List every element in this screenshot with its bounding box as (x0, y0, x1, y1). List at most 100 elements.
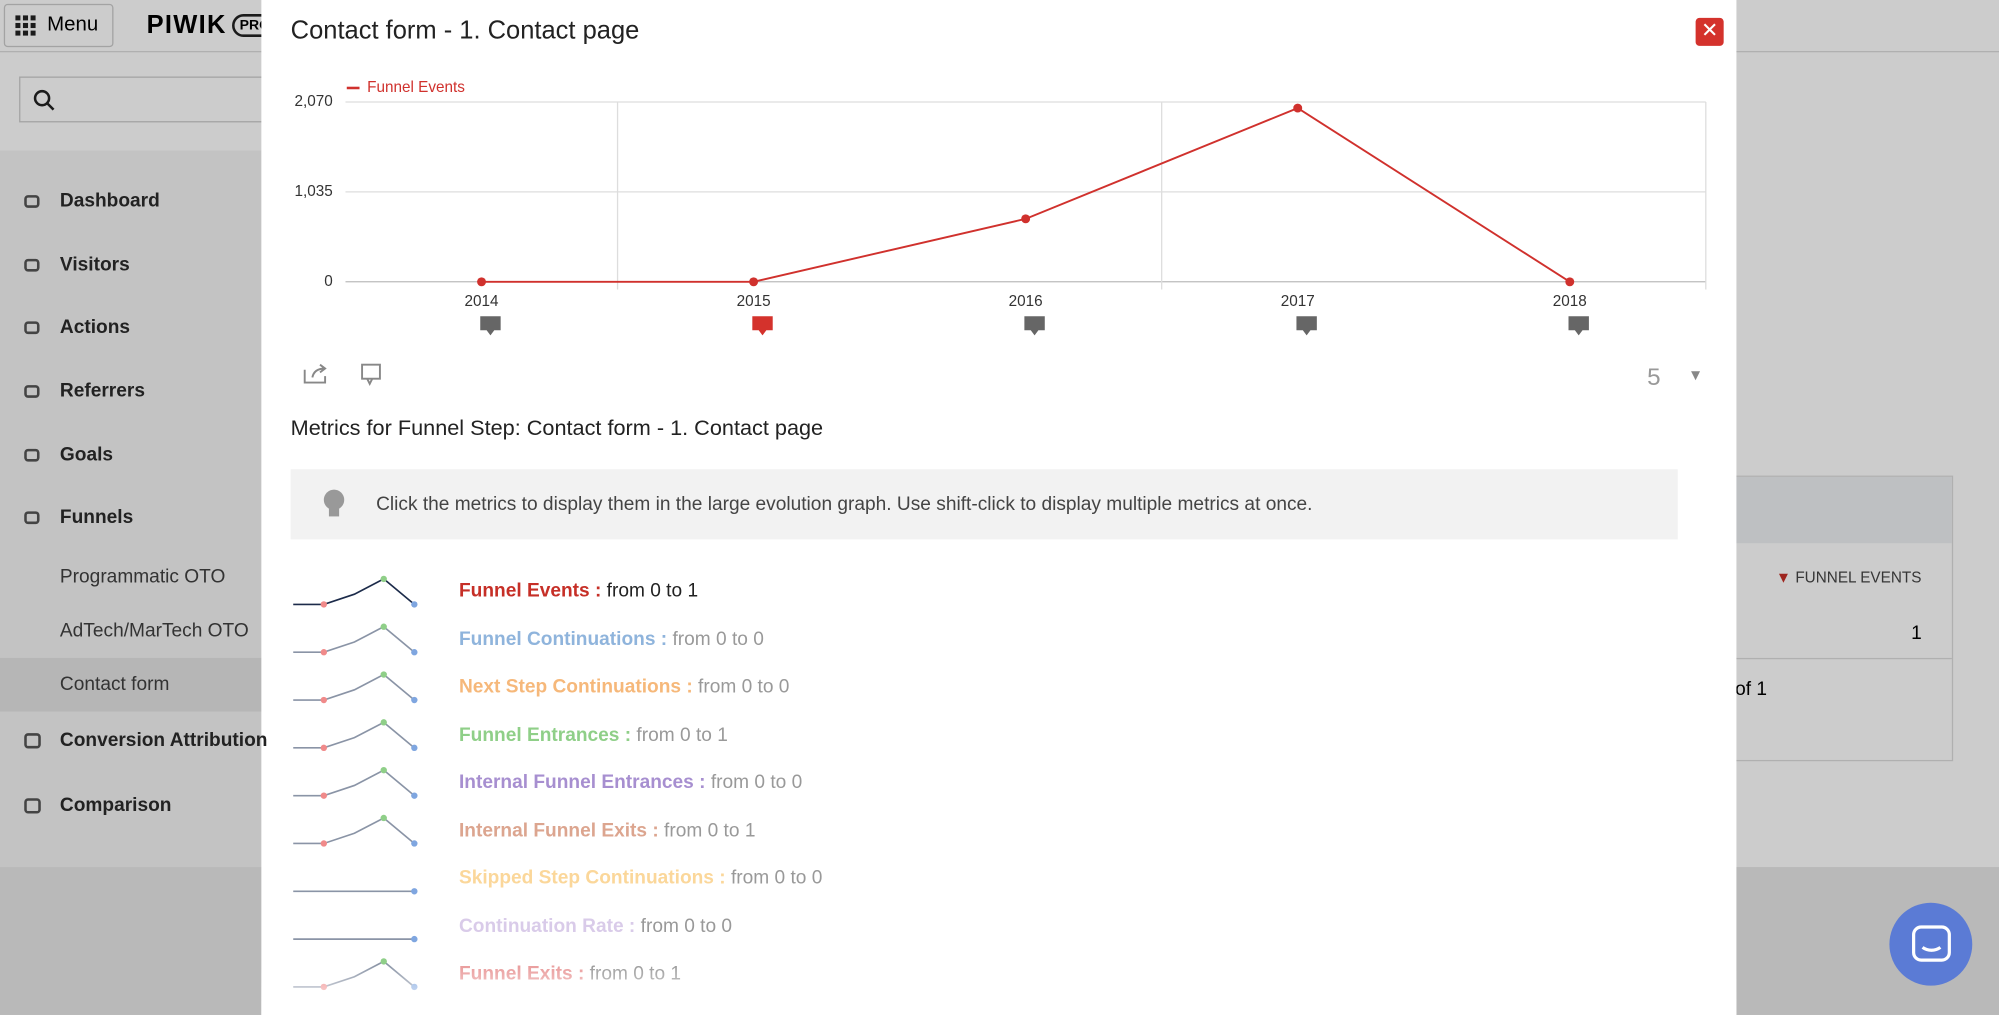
metric-range: from 0 to 1 (664, 819, 756, 841)
sparkline (293, 577, 415, 606)
evolution-chart: 0 1,035 2,070 2014 2015 2016 2017 2018 Funnel Ev… (295, 79, 1707, 336)
search-icon (33, 89, 55, 111)
column-header[interactable]: ▼ FUNNEL EVENTS (1775, 568, 1922, 587)
spark-max (380, 958, 387, 965)
y-tick-label: 1,035 (295, 183, 333, 200)
metric-range: from 0 to 0 (672, 627, 764, 650)
nav-item[interactable]: Funnels (59, 506, 134, 528)
annotation-icon[interactable] (752, 316, 773, 336)
nav-icon (24, 733, 41, 749)
spark-min (320, 601, 328, 608)
nav-icon (24, 195, 40, 208)
spark-last (411, 649, 418, 656)
spark-max (380, 671, 387, 678)
pager: of 1 (1735, 678, 1768, 701)
spark-min (320, 744, 328, 752)
spark-last (411, 744, 418, 752)
subnav-item[interactable]: Contact form (59, 673, 170, 695)
metric-row[interactable]: Next Step Continuations : from 0 to 0 (459, 676, 789, 698)
spark-last (411, 840, 418, 847)
metric-row[interactable]: Funnel Continuations : from 0 to 0 (459, 628, 764, 650)
metric-name: Continuation Rate : (458, 914, 636, 937)
metric-range: from 0 to 0 (730, 867, 823, 889)
limit-selector[interactable]: 5 (1647, 364, 1661, 392)
metric-name: Internal Funnel Entrances : (458, 771, 706, 794)
spark-max (380, 766, 387, 774)
menu-button[interactable]: Menu (3, 3, 114, 48)
tip-box: Click the metrics to display them in the… (290, 469, 1678, 540)
spark-max (380, 719, 387, 726)
sparkline (293, 816, 415, 845)
annotation-icon[interactable] (1568, 316, 1589, 336)
nav-icon (24, 258, 40, 272)
metric-range: from 0 to 0 (698, 675, 790, 698)
metric-row[interactable]: Internal Funnel Entrances : from 0 to 0 (459, 771, 802, 793)
tip-text: Click the metrics to display them in the… (376, 493, 1313, 516)
spark-min (320, 792, 328, 799)
nav-item[interactable]: Visitors (59, 253, 130, 276)
nav-item[interactable]: Comparison (59, 794, 172, 817)
metric-name: Funnel Continuations : (458, 627, 668, 650)
chart-tools[interactable] (302, 362, 391, 388)
metric-range: from 0 to 1 (636, 723, 728, 746)
column-header-text: FUNNEL EVENTS (1795, 568, 1922, 587)
data-point (477, 277, 486, 287)
sparkline (293, 721, 415, 749)
annotation-icon[interactable] (1024, 316, 1045, 336)
spark-last (411, 935, 418, 943)
sparkline (293, 769, 415, 797)
metric-row[interactable]: Continuation Rate : from 0 to 0 (459, 915, 732, 937)
limit-caret[interactable]: ▼ (1687, 365, 1704, 384)
sparkline (293, 625, 415, 654)
spark-last (411, 792, 418, 799)
metric-range: from 0 to 0 (710, 771, 803, 794)
logo: PIWIK (146, 11, 227, 40)
nav-icon (24, 511, 40, 525)
data-point (1565, 277, 1575, 287)
annotation-icon[interactable] (1296, 316, 1317, 336)
data-point (1293, 103, 1303, 113)
subnav-item[interactable]: Programmatic OTO (59, 566, 226, 588)
spark-max (380, 814, 387, 822)
metric-name: Funnel Events : (458, 580, 602, 602)
nav-item[interactable]: Referrers (59, 379, 145, 402)
chat-button[interactable] (1889, 902, 1973, 986)
nav-icon (24, 321, 40, 335)
subnav-item[interactable]: AdTech/MarTech OTO (59, 619, 249, 642)
nav-item[interactable]: Conversion Attribution (59, 729, 268, 752)
close-button[interactable]: ✕ (1695, 17, 1724, 46)
row-divider (1658, 657, 1952, 660)
spark-min (320, 696, 328, 704)
metric-range: from 0 to 1 (606, 580, 699, 602)
metrics-title: Metrics for Funnel Step: Contact form - … (290, 415, 824, 440)
metric-name: Next Step Continuations : (458, 675, 693, 698)
sparkline (293, 673, 415, 701)
bulb-icon (323, 489, 345, 517)
metric-row[interactable]: Internal Funnel Exits : from 0 to 1 (459, 819, 755, 841)
nav-item[interactable]: Goals (59, 443, 114, 466)
spark-last (411, 601, 418, 608)
x-tick-label: 2016 (1009, 293, 1043, 310)
menu-label: Menu (47, 14, 99, 36)
table-value: 1 (1911, 622, 1922, 644)
spark-last (411, 888, 418, 895)
metric-name: Skipped Step Continuations : (458, 867, 726, 889)
nav-item[interactable]: Dashboard (59, 189, 160, 212)
sidebar (0, 150, 306, 868)
modal-fade (261, 963, 1737, 1015)
metric-row[interactable]: Skipped Step Continuations : from 0 to 0 (459, 867, 822, 889)
chat-icon (1912, 925, 1951, 962)
spark-last (411, 696, 418, 704)
metric-row[interactable]: Funnel Events : from 0 to 1 (459, 580, 698, 602)
x-tick-label: 2015 (737, 293, 771, 310)
y-tick-label: 2,070 (295, 93, 333, 110)
metric-row[interactable]: Funnel Entrances : from 0 to 1 (459, 724, 728, 746)
metric-name: Funnel Entrances : (458, 723, 632, 746)
annotation-icon[interactable] (480, 316, 501, 336)
nav-item[interactable]: Actions (59, 316, 131, 338)
spark-max (380, 623, 387, 630)
